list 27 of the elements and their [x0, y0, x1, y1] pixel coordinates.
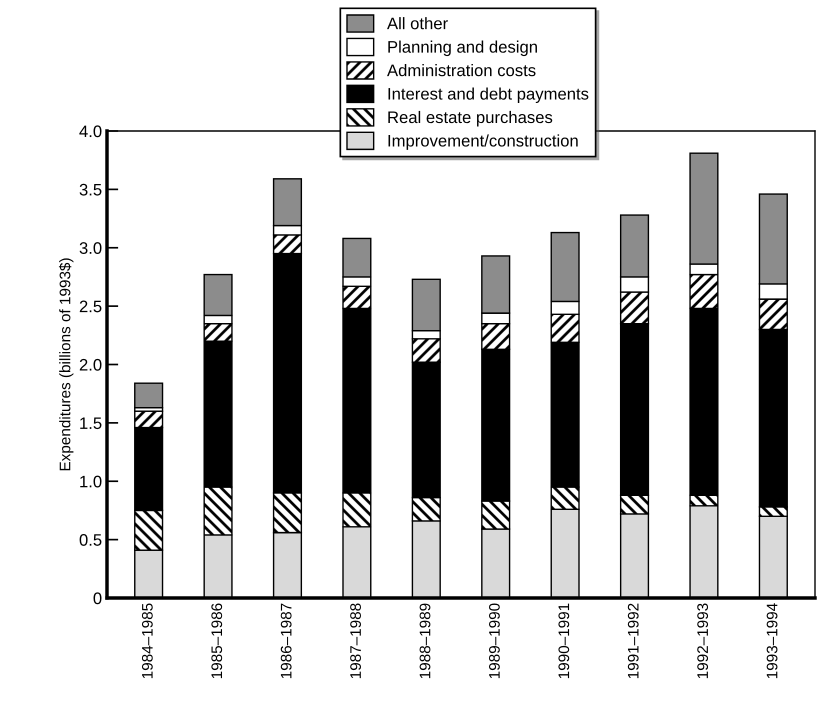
x-tick-label: 1989–1990 — [488, 603, 500, 678]
x-tick-label: 1987–1988 — [350, 604, 361, 678]
y-tick-label: 0 — [94, 592, 102, 604]
y-tick-label: 1.5 — [80, 417, 102, 430]
y-tick-label: 3.0 — [80, 242, 102, 254]
legend-label: Planning and design — [388, 40, 537, 56]
legend-label: Improvement/construction — [388, 134, 578, 150]
x-tick-label: 1991–1992 — [628, 604, 639, 678]
y-tick-label: 1.0 — [80, 476, 102, 488]
x-tick-label: 1988–1989 — [420, 604, 430, 678]
y-axis-title: Expenditures (billions of 1993$) — [58, 258, 74, 470]
bar — [134, 382, 164, 408]
x-tick-label: 1985–1986 — [211, 604, 222, 678]
legend-label: Interest and debt payments — [388, 87, 588, 103]
x-tick-label: 1990–1991 — [558, 604, 570, 678]
y-tick-label: 2.0 — [80, 358, 102, 371]
y-tick-label: 4.0 — [79, 125, 102, 138]
legend-label: Administration costs — [387, 64, 536, 76]
legend-label: Real estate purchases — [388, 110, 552, 126]
y-tick-label: 0.5 — [80, 534, 102, 546]
x-tick-label: 1984–1985 — [142, 603, 153, 678]
x-tick-label: 1986–1987 — [280, 604, 292, 678]
x-tick-label: 1992–1993 — [697, 604, 708, 678]
y-tick-label: 2.5 — [80, 300, 102, 312]
legend-label: All other — [387, 17, 448, 30]
y-tick-label: 3.5 — [80, 184, 102, 196]
x-tick-label: 1993–1994 — [766, 603, 778, 678]
